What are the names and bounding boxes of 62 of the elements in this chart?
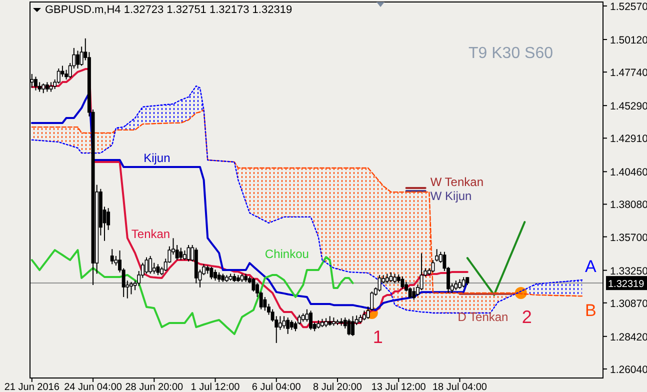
x-tick-label: 18 Jul 04:00 <box>432 382 488 392</box>
candlestick <box>129 281 133 295</box>
candlestick <box>309 310 313 330</box>
candlestick <box>110 248 114 265</box>
candlestick <box>214 269 218 282</box>
candlestick <box>389 272 393 282</box>
candlestick <box>393 273 397 284</box>
x-tick-label: 8 Jul 20:00 <box>313 382 362 392</box>
annotation: T9 K30 S60 <box>468 45 554 62</box>
line-series <box>466 221 526 296</box>
candlestick <box>412 286 416 300</box>
candlestick <box>347 318 351 336</box>
candlestick <box>156 264 160 276</box>
candlestick <box>76 50 80 69</box>
candlestick <box>217 272 221 282</box>
x-tick-label: 21 Jun 2016 <box>4 382 60 392</box>
candlestick <box>458 278 462 290</box>
x-tick-label: 6 Jul 04:00 <box>252 382 302 392</box>
series-label: D Tenkan <box>458 310 508 324</box>
x-tick-label: 1 Jul 12:00 <box>190 382 240 392</box>
x-tick-label: 13 Jul 12:00 <box>371 382 426 392</box>
series-label: A <box>584 257 597 276</box>
x-tick-label: 24 Jun 04:00 <box>64 382 122 392</box>
series-label: Chinkou <box>264 246 309 261</box>
candlestick <box>362 310 366 321</box>
annotation: 2 <box>522 307 532 328</box>
candlestick <box>64 69 68 80</box>
candlestick <box>400 276 404 290</box>
candlestick <box>152 262 156 274</box>
candlestick <box>38 82 42 92</box>
series-label: B <box>584 301 596 320</box>
candlestick <box>45 82 49 92</box>
series-label: Kijun <box>144 151 170 166</box>
candlestick <box>454 280 458 291</box>
candlestick <box>34 76 38 91</box>
candlestick <box>420 252 424 291</box>
candlestick <box>179 247 183 261</box>
candlestick <box>278 316 282 330</box>
candlestick <box>351 316 355 336</box>
candlestick <box>144 256 148 274</box>
candlestick <box>186 244 190 262</box>
candlestick <box>286 317 290 334</box>
candlestick <box>263 296 267 312</box>
chart-title: GBPUSD.m,H4 1.32723 1.32751 1.32173 1.32319 <box>45 4 292 16</box>
candlestick <box>378 274 382 292</box>
series-label: W Kijun <box>430 188 472 203</box>
candlestick <box>42 83 46 94</box>
candlestick <box>462 276 466 288</box>
candlestick <box>385 273 389 284</box>
candlestick <box>252 277 256 292</box>
line-series <box>30 249 354 336</box>
candlestick <box>148 255 152 274</box>
series-label: W Tenkan <box>430 174 484 189</box>
ref-line-label: 1.32319 <box>608 279 645 290</box>
candlestick <box>328 316 332 326</box>
candlestick <box>210 266 214 280</box>
candlestick <box>282 316 286 329</box>
series-label: Tenkan <box>131 227 170 242</box>
annotation: 1 <box>372 327 383 348</box>
x-tick-label: 28 Jun 20:00 <box>125 382 184 392</box>
candlestick <box>290 320 294 330</box>
candlestick <box>182 250 186 261</box>
